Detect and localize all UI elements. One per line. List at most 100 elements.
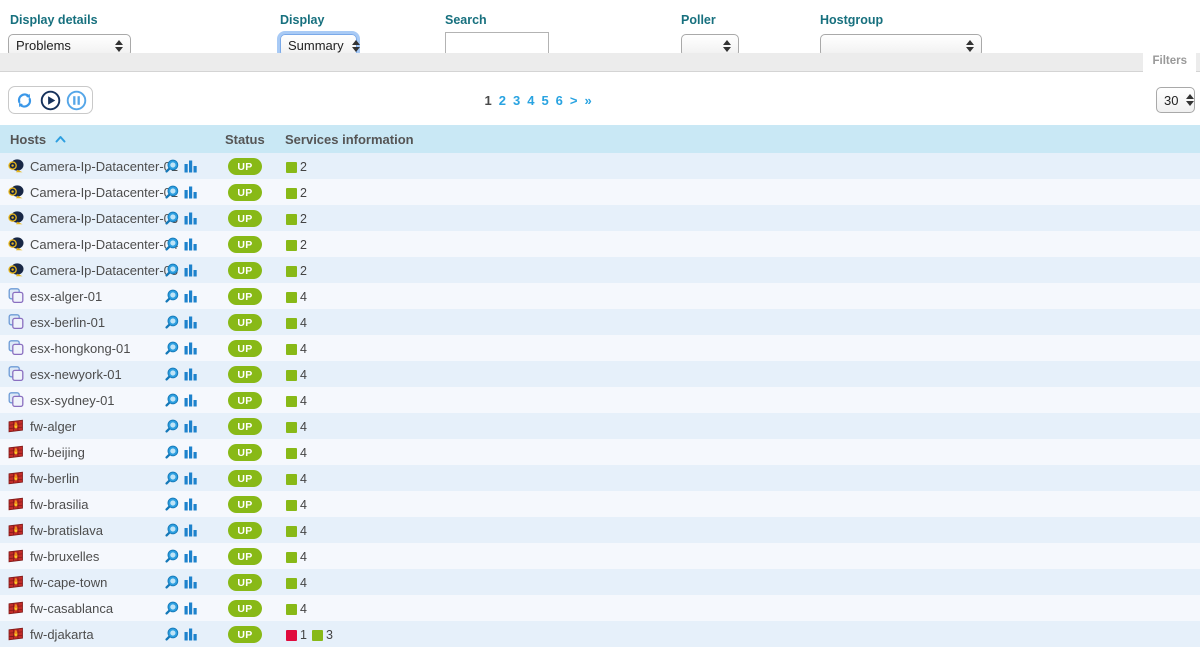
- host-name-link[interactable]: esx-alger-01: [30, 289, 103, 304]
- view-service-details-icon[interactable]: [165, 549, 179, 563]
- view-host-graph-icon[interactable]: [184, 601, 198, 615]
- ok-status-square-icon[interactable]: [286, 499, 297, 511]
- view-host-graph-icon[interactable]: [184, 523, 198, 537]
- service-count[interactable]: 4: [300, 316, 307, 330]
- service-count[interactable]: 4: [300, 420, 307, 434]
- ok-status-square-icon[interactable]: [286, 187, 297, 199]
- view-host-graph-icon[interactable]: [184, 497, 198, 511]
- view-service-details-icon[interactable]: [165, 185, 179, 199]
- service-count[interactable]: 4: [300, 446, 307, 460]
- view-host-graph-icon[interactable]: [184, 211, 198, 225]
- view-service-details-icon[interactable]: [165, 627, 179, 641]
- host-name-link[interactable]: Camera-Ip-Datacenter-01: [30, 159, 179, 174]
- view-host-graph-icon[interactable]: [184, 445, 198, 459]
- view-service-details-icon[interactable]: [165, 419, 179, 433]
- host-name-link[interactable]: Camera-Ip-Datacenter-04: [30, 237, 179, 252]
- ok-status-square-icon[interactable]: [286, 447, 297, 459]
- pause-icon[interactable]: [65, 89, 88, 112]
- view-host-graph-icon[interactable]: [184, 159, 198, 173]
- page-link[interactable]: 4: [527, 93, 535, 108]
- service-count[interactable]: 4: [300, 394, 307, 408]
- view-host-graph-icon[interactable]: [184, 393, 198, 407]
- page-next-button[interactable]: >: [569, 93, 578, 108]
- view-host-graph-icon[interactable]: [184, 575, 198, 589]
- view-host-graph-icon[interactable]: [184, 367, 198, 381]
- ok-status-square-icon[interactable]: [286, 161, 297, 173]
- ok-status-square-icon[interactable]: [286, 265, 297, 277]
- service-count[interactable]: 4: [300, 602, 307, 616]
- view-host-graph-icon[interactable]: [184, 549, 198, 563]
- ok-status-square-icon[interactable]: [286, 343, 297, 355]
- page-link[interactable]: 3: [512, 93, 521, 108]
- page-last-button[interactable]: »: [584, 93, 592, 108]
- host-name-link[interactable]: fw-beijing: [30, 445, 85, 460]
- view-host-graph-icon[interactable]: [184, 289, 198, 303]
- service-count[interactable]: 4: [300, 290, 307, 304]
- host-name-link[interactable]: fw-bratislava: [30, 523, 103, 538]
- service-count[interactable]: 4: [300, 576, 307, 590]
- host-name-link[interactable]: fw-alger: [30, 419, 77, 434]
- host-name-link[interactable]: Camera-Ip-Datacenter-03: [30, 211, 179, 226]
- host-name-link[interactable]: fw-bruxelles: [30, 549, 100, 564]
- service-count[interactable]: 4: [300, 524, 307, 538]
- host-name-link[interactable]: Camera-Ip-Datacenter-05: [30, 263, 179, 278]
- play-icon[interactable]: [39, 89, 62, 112]
- view-host-graph-icon[interactable]: [184, 315, 198, 329]
- view-service-details-icon[interactable]: [165, 159, 179, 173]
- view-service-details-icon[interactable]: [165, 601, 179, 615]
- column-header-hosts[interactable]: Hosts: [10, 125, 66, 153]
- host-name-link[interactable]: esx-berlin-01: [30, 315, 106, 330]
- view-service-details-icon[interactable]: [165, 341, 179, 355]
- host-name-link[interactable]: fw-casablanca: [30, 601, 114, 616]
- view-host-graph-icon[interactable]: [184, 419, 198, 433]
- service-count[interactable]: 4: [300, 472, 307, 486]
- service-count[interactable]: 4: [300, 550, 307, 564]
- service-count[interactable]: 2: [300, 186, 307, 200]
- host-name-link[interactable]: esx-sydney-01: [30, 393, 115, 408]
- view-service-details-icon[interactable]: [165, 315, 179, 329]
- service-count[interactable]: 1: [300, 628, 307, 642]
- view-service-details-icon[interactable]: [165, 367, 179, 381]
- host-name-link[interactable]: esx-hongkong-01: [30, 341, 131, 356]
- view-service-details-icon[interactable]: [165, 523, 179, 537]
- ok-status-square-icon[interactable]: [286, 369, 297, 381]
- filters-toggle-button[interactable]: Filters: [1143, 50, 1196, 72]
- service-count[interactable]: 2: [300, 264, 307, 278]
- page-link[interactable]: 2: [498, 93, 506, 108]
- ok-status-square-icon[interactable]: [286, 525, 297, 537]
- ok-status-square-icon[interactable]: [286, 213, 297, 225]
- view-host-graph-icon[interactable]: [184, 185, 198, 199]
- column-header-status[interactable]: Status: [225, 131, 265, 147]
- view-service-details-icon[interactable]: [165, 263, 179, 277]
- host-name-link[interactable]: Camera-Ip-Datacenter-02: [30, 185, 179, 200]
- host-name-link[interactable]: fw-djakarta: [30, 627, 94, 642]
- service-count[interactable]: 4: [300, 368, 307, 382]
- view-host-graph-icon[interactable]: [184, 627, 198, 641]
- view-host-graph-icon[interactable]: [184, 263, 198, 277]
- view-service-details-icon[interactable]: [165, 211, 179, 225]
- service-count[interactable]: 4: [300, 342, 307, 356]
- page-link[interactable]: 6: [555, 93, 563, 108]
- view-host-graph-icon[interactable]: [184, 341, 198, 355]
- view-service-details-icon[interactable]: [165, 289, 179, 303]
- service-count[interactable]: 2: [300, 238, 307, 252]
- service-count[interactable]: 4: [300, 498, 307, 512]
- host-name-link[interactable]: fw-cape-town: [30, 575, 108, 590]
- ok-status-square-icon[interactable]: [286, 577, 297, 589]
- service-count[interactable]: 3: [325, 628, 333, 642]
- view-service-details-icon[interactable]: [165, 237, 179, 251]
- view-service-details-icon[interactable]: [165, 445, 179, 459]
- ok-status-square-icon[interactable]: [311, 629, 323, 641]
- ok-status-square-icon[interactable]: [286, 291, 297, 303]
- ok-status-square-icon[interactable]: [286, 473, 297, 485]
- host-name-link[interactable]: esx-newyork-01: [30, 367, 122, 382]
- critical-status-square-icon[interactable]: [286, 629, 297, 641]
- service-count[interactable]: 2: [300, 212, 307, 226]
- ok-status-square-icon[interactable]: [286, 551, 297, 563]
- view-host-graph-icon[interactable]: [184, 237, 198, 251]
- display-select[interactable]: Summary: [280, 34, 360, 57]
- ok-status-square-icon[interactable]: [286, 317, 297, 329]
- view-host-graph-icon[interactable]: [184, 471, 198, 485]
- view-service-details-icon[interactable]: [165, 471, 179, 485]
- host-name-link[interactable]: fw-brasilia: [30, 497, 89, 512]
